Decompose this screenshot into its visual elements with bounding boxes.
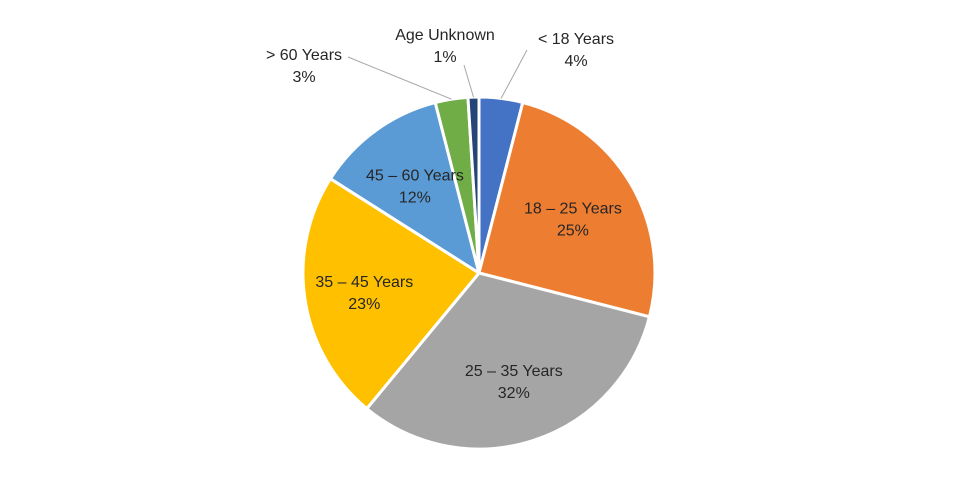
slice-18-25-value-label: 25%: [557, 223, 589, 240]
slice-under-18-category-label: < 18 Years: [538, 31, 614, 48]
slice-18-25: [477, 101, 657, 319]
slice-over-60-value-label: 3%: [292, 69, 315, 86]
slice-35-45-category-label: 35 – 45 Years: [315, 274, 413, 291]
slice-25-35-value-label: 32%: [498, 385, 530, 402]
slice-18-25-category-label: 18 – 25 Years: [524, 201, 622, 218]
slice-over-60-category-label: > 60 Years: [266, 47, 342, 64]
pie-slices: [301, 95, 657, 451]
slice-45-60-value-label: 12%: [399, 190, 431, 207]
slice-under-18-leader-line: [500, 49, 528, 99]
slice-over-60-leader-line: [347, 56, 452, 100]
slice-age-unknown-leader-line: [463, 64, 474, 98]
slice-25-35: [365, 271, 651, 451]
slice-35-45-value-label: 23%: [348, 296, 380, 313]
slice-25-35-category-label: 25 – 35 Years: [465, 363, 563, 380]
slice-45-60-category-label: 45 – 60 Years: [366, 168, 464, 185]
leader-lines: [347, 49, 528, 100]
slice-under-18-value-label: 4%: [564, 53, 587, 70]
data-labels: < 18 Years 4% 18 – 25 Years 25% 25 – 35 Year…: [266, 27, 622, 402]
slice-age-unknown-category-label: Age Unknown: [395, 27, 495, 44]
slice-age-unknown-value-label: 1%: [433, 49, 456, 66]
slice-45-60: [328, 101, 481, 275]
slice-35-45: [301, 177, 481, 411]
